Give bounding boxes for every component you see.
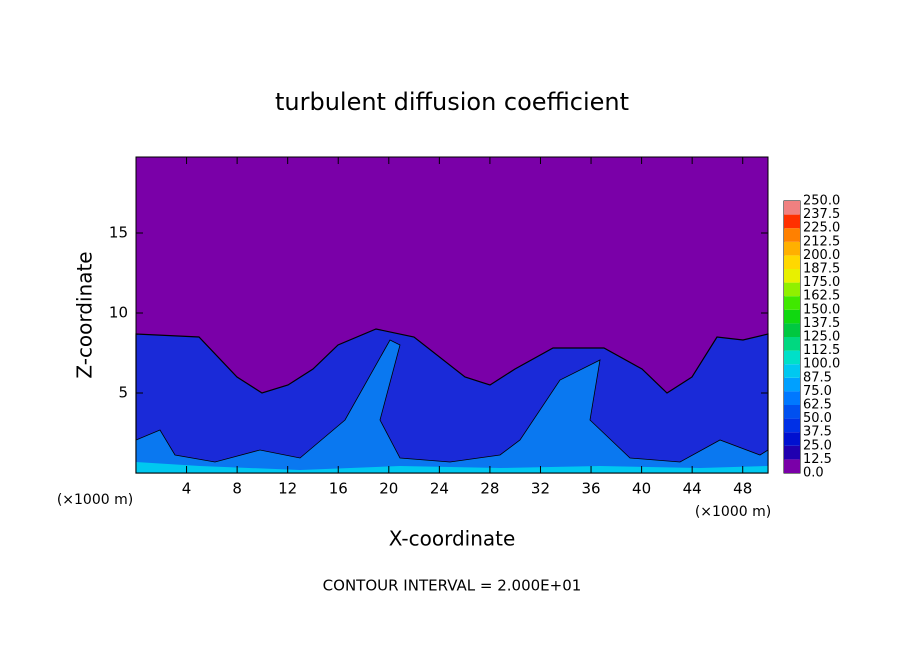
colorbar-swatch [784,405,800,419]
colorbar-label: 112.5 [803,343,840,358]
colorbar-label: 150.0 [803,302,840,317]
field [135,157,769,474]
colorbar-swatch [784,377,800,392]
colorbar-swatch [784,432,800,446]
x-tick-label: 8 [232,480,242,498]
x-tick-label: 44 [683,480,702,498]
colorbar-swatch [784,459,800,473]
turbulent-streaks [135,339,769,474]
x-tick-label: 4 [182,480,192,498]
colorbar-swatch [784,228,800,242]
colorbar-swatch [784,364,800,378]
colorbar-label: 62.5 [803,398,832,413]
colorbar-label: 162.5 [803,289,840,304]
colorbar-swatch [784,418,800,433]
colorbar-swatch [784,445,800,460]
colorbar-swatch [784,309,800,324]
colorbar-label: 75.0 [803,384,832,399]
y-axis-label: Z-coordinate [73,251,97,378]
surface-layer [136,462,768,473]
colorbar-label: 50.0 [803,411,832,426]
colorbar-label: 137.5 [803,316,840,331]
colorbar-label: 250.0 [803,194,840,209]
y-tick-label: 5 [118,384,128,402]
colorbar-label: 12.5 [803,452,832,467]
x-tick-label: 48 [733,480,752,498]
colorbar-label: 100.0 [803,357,840,372]
x-tick-label: 32 [531,480,550,498]
x-tick-label: 12 [278,480,297,498]
colorbar-swatch [784,269,800,283]
plot-frame [135,156,769,474]
x-tick-label: 28 [480,480,499,498]
x-tick-label: 36 [581,480,600,498]
turbulent-region [135,328,769,474]
x-tick-label: 40 [632,480,651,498]
x-tick-label: 20 [379,480,398,498]
footer-note: CONTOUR INTERVAL = 2.000E+01 [323,577,582,595]
x-unit-label: (×1000 m) [695,504,771,520]
colorbar-swatch [784,296,800,310]
x-tick-label: 24 [430,480,449,498]
colorbar-swatch [784,323,800,337]
colorbar-label: 0.0 [803,466,824,481]
colorbar-swatch [784,391,800,405]
colorbar-swatch [784,241,800,256]
colorbar-swatch [784,214,800,229]
y-tick-label: 15 [109,224,128,242]
y-tick-label: 10 [109,304,128,322]
colorbar-swatch [784,201,800,215]
colorbar-label: 237.5 [803,207,840,222]
colorbar-label: 175.0 [803,275,840,290]
colorbar-label: 125.0 [803,330,840,345]
colorbar-swatch [784,255,800,269]
colorbar-label: 187.5 [803,262,840,277]
x-unit-label: (×1000 m) [57,492,133,508]
colorbar-swatch [784,337,800,351]
colorbar-label: 200.0 [803,248,840,263]
colorbar-label: 87.5 [803,370,832,385]
chart-title: turbulent diffusion coefficient [275,88,629,116]
colorbar-label: 225.0 [803,221,840,236]
x-axis-label: X-coordinate [389,527,516,551]
colorbar-swatch [784,350,800,365]
colorbar-swatch [784,282,800,297]
colorbar-label: 25.0 [803,438,832,453]
x-tick-label: 16 [329,480,348,498]
colorbar-label: 37.5 [803,425,832,440]
colorbar-label: 212.5 [803,234,840,249]
